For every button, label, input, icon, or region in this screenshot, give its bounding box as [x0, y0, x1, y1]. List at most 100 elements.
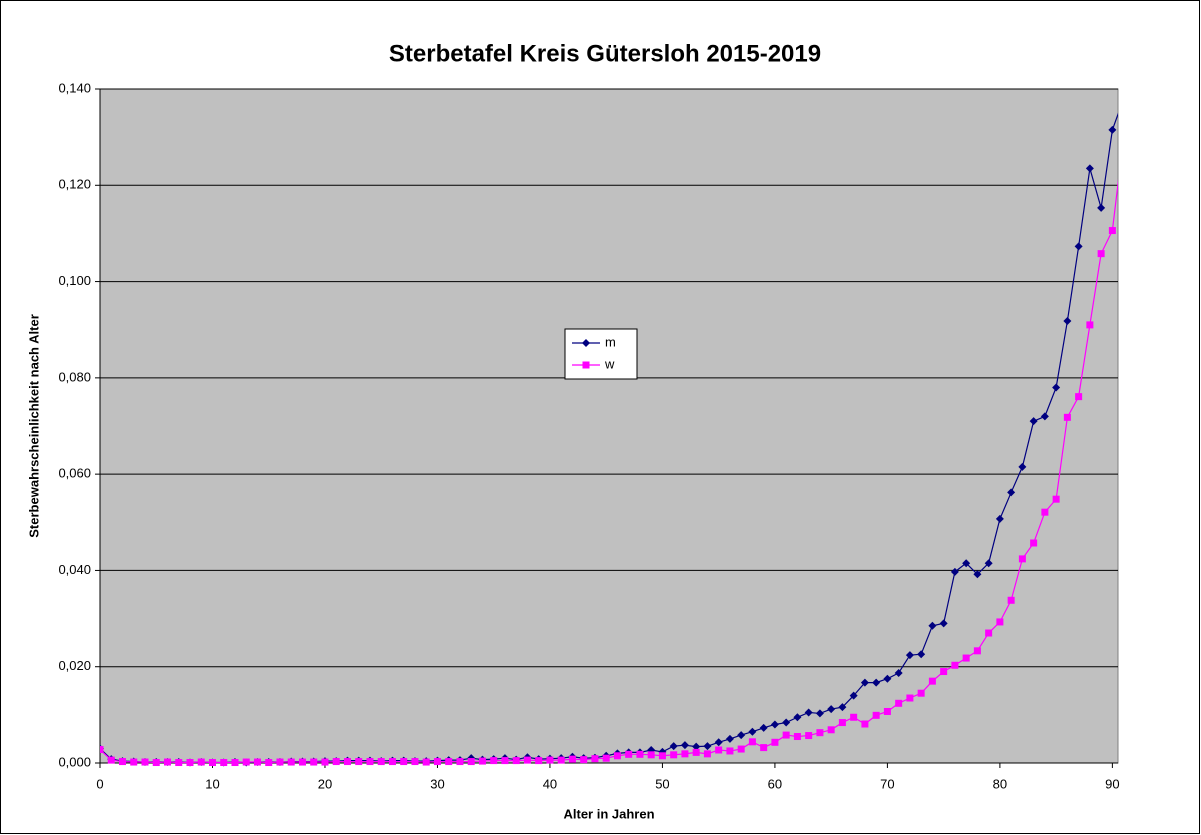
marker — [332, 758, 340, 766]
marker — [680, 741, 689, 750]
marker — [1052, 383, 1061, 392]
marker — [973, 647, 981, 655]
marker — [557, 756, 565, 764]
x-axis-label: Alter in Jahren — [563, 806, 654, 821]
marker — [962, 559, 971, 568]
marker — [692, 742, 701, 751]
marker — [636, 750, 644, 758]
marker — [433, 758, 441, 766]
marker — [512, 757, 520, 765]
marker — [1074, 242, 1083, 251]
marker — [1097, 250, 1105, 258]
y-tick-label: 0,080 — [58, 369, 91, 384]
marker — [591, 755, 599, 763]
marker — [197, 758, 205, 766]
marker — [748, 727, 757, 736]
y-tick-label: 0,100 — [58, 273, 91, 288]
y-tick-label: 0,120 — [58, 177, 91, 192]
x-tick-label: 50 — [655, 776, 669, 791]
legend-box — [564, 328, 638, 380]
marker — [100, 746, 104, 754]
marker — [411, 758, 419, 766]
marker — [827, 705, 836, 714]
marker — [770, 720, 779, 729]
marker — [546, 756, 554, 764]
marker — [1075, 393, 1083, 401]
marker — [163, 758, 171, 766]
marker — [996, 618, 1004, 626]
marker — [478, 757, 486, 765]
marker — [445, 758, 453, 766]
marker — [253, 758, 261, 766]
marker — [377, 758, 385, 766]
marker — [208, 759, 216, 767]
marker — [141, 758, 149, 766]
marker — [1063, 317, 1072, 326]
marker — [107, 756, 115, 764]
marker — [1097, 203, 1106, 212]
marker — [714, 738, 723, 747]
plot-group — [100, 112, 1118, 767]
x-tick-label: 80 — [993, 776, 1007, 791]
marker — [816, 729, 824, 737]
legend-marker — [582, 339, 590, 347]
marker — [535, 757, 543, 765]
y-tick-label: 0,060 — [58, 466, 91, 481]
marker — [231, 759, 239, 767]
marker — [490, 757, 498, 765]
marker — [906, 694, 914, 702]
y-tick-label: 0,140 — [58, 80, 91, 95]
x-tick-label: 40 — [543, 776, 557, 791]
marker — [366, 758, 374, 766]
marker — [917, 689, 925, 697]
marker — [861, 720, 869, 728]
legend-marker — [582, 361, 590, 369]
marker — [962, 654, 970, 662]
marker — [1007, 596, 1015, 604]
marker — [872, 711, 880, 719]
marker — [737, 731, 746, 740]
marker — [849, 691, 858, 700]
marker — [1108, 227, 1116, 235]
marker — [310, 758, 318, 766]
marker — [838, 703, 847, 712]
marker — [265, 759, 273, 767]
marker — [343, 758, 351, 766]
marker — [883, 674, 892, 683]
marker — [838, 719, 846, 727]
marker — [298, 758, 306, 766]
y-tick-label: 0,000 — [58, 754, 91, 769]
marker — [456, 758, 464, 766]
marker — [1086, 321, 1094, 329]
marker — [692, 748, 700, 756]
marker — [928, 677, 936, 685]
marker — [669, 742, 678, 751]
marker — [760, 744, 768, 752]
marker — [905, 651, 914, 660]
marker — [152, 759, 160, 767]
marker — [748, 738, 756, 746]
marker — [715, 746, 723, 754]
marker — [1018, 462, 1027, 471]
marker — [804, 708, 813, 717]
marker — [523, 756, 531, 764]
marker — [793, 733, 801, 741]
marker — [647, 751, 655, 759]
marker — [940, 668, 948, 676]
marker — [175, 759, 183, 767]
legend-label: m — [605, 334, 616, 349]
marker — [872, 678, 881, 687]
marker — [1029, 417, 1038, 426]
marker — [602, 754, 610, 762]
marker — [895, 699, 903, 707]
marker — [984, 559, 993, 568]
marker — [985, 629, 993, 637]
marker — [771, 738, 779, 746]
marker — [793, 713, 802, 722]
marker — [1030, 539, 1038, 547]
x-tick-label: 10 — [205, 776, 219, 791]
marker — [242, 758, 250, 766]
marker — [118, 758, 126, 766]
marker — [815, 709, 824, 718]
marker — [894, 668, 903, 677]
